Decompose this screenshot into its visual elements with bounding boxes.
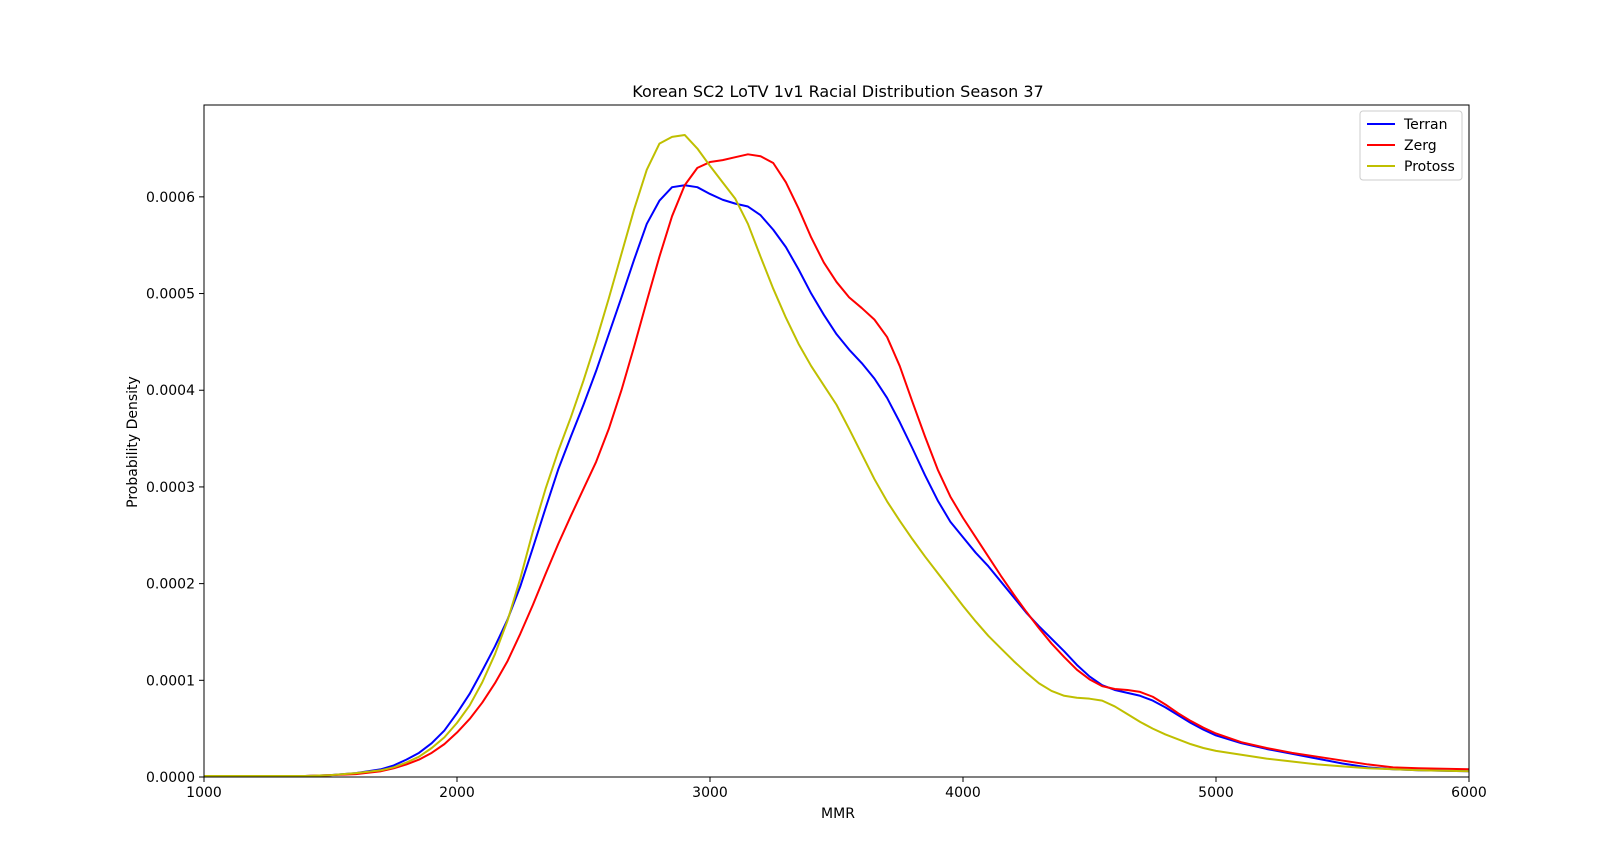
legend-label-protoss: Protoss <box>1404 159 1455 175</box>
x-axis-label: MMR <box>821 806 855 822</box>
series-line-zerg <box>204 153 1469 777</box>
chart-title: Korean SC2 LoTV 1v1 Racial Distribution … <box>632 82 1043 101</box>
x-tick-label: 4000 <box>945 785 981 801</box>
legend-label-zerg: Zerg <box>1404 138 1437 154</box>
legend: Terran Zerg Protoss <box>1359 110 1463 181</box>
y-tick-label: 0.0001 <box>146 673 195 689</box>
y-axis-label: Probability Density <box>125 376 141 508</box>
y-tick-label: 0.0002 <box>146 577 195 593</box>
y-tick-label: 0.0004 <box>146 383 195 399</box>
x-tick-label: 3000 <box>692 785 728 801</box>
series-line-terran <box>204 184 1469 777</box>
x-tick-label: 2000 <box>439 785 475 801</box>
legend-box <box>1359 110 1463 181</box>
legend-label-terran: Terran <box>1403 117 1448 133</box>
x-tick-label: 5000 <box>1198 785 1234 801</box>
y-tick-label: 0.0005 <box>146 287 195 303</box>
y-tick-label: 0.0003 <box>146 480 195 496</box>
x-tick-label: 1000 <box>186 785 222 801</box>
series-line-protoss <box>204 133 1469 777</box>
x-tick-label: 6000 <box>1451 785 1487 801</box>
y-tick-label: 0.0006 <box>146 190 195 206</box>
plot-frame <box>203 104 1470 778</box>
y-tick-label: 0.0000 <box>146 770 195 786</box>
plot-area: 1000 2000 3000 4000 5000 6000 0.0000 0.0001 0.00… <box>146 104 1487 801</box>
